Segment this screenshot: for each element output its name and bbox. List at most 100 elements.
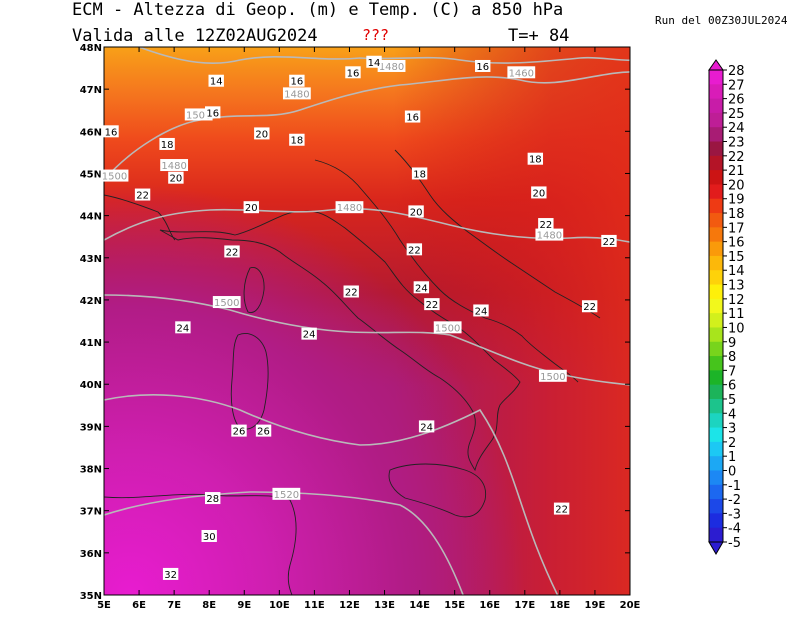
- colorbar-label: 4: [728, 407, 736, 422]
- temperature-label-box: [424, 298, 440, 311]
- colorbar-label: 20: [728, 178, 745, 193]
- temperature-label-box: [538, 218, 554, 231]
- geopotential-label: 1520: [272, 487, 301, 501]
- lat-label: 45N: [80, 169, 102, 180]
- temperature-label-text: 24: [420, 422, 433, 433]
- temperature-label: 20: [254, 127, 270, 140]
- temperature-label-box: [404, 110, 421, 123]
- temperature-label-text: 28: [206, 494, 219, 505]
- geopotential-label: 1480: [335, 201, 364, 214]
- temperature-label-box: [289, 133, 305, 146]
- temperature-label-text: 22: [555, 505, 568, 516]
- geopotential-label-box: [535, 228, 564, 241]
- geopotential-label: 1500: [538, 369, 567, 383]
- colorbar-swatch: [709, 441, 723, 457]
- colorbar-swatch: [709, 456, 723, 471]
- colorbar-swatch: [709, 127, 723, 143]
- temperature-label-text: 16: [406, 113, 419, 124]
- colorbar-swatch: [709, 213, 723, 228]
- temperature-label-box: [205, 106, 221, 119]
- temperature-label-text: 22: [603, 237, 616, 248]
- geopotential-label-text: 1500: [540, 372, 565, 383]
- colorbar-label: -4: [728, 522, 741, 537]
- temperature-label: 22: [406, 243, 423, 256]
- colorbar-label: 5: [728, 393, 736, 408]
- temperature-label-text: 16: [105, 127, 118, 138]
- colorbar-label: 24: [728, 121, 745, 136]
- temperature-label: 18: [289, 133, 305, 147]
- temperature-label: 16: [404, 110, 421, 124]
- temperature-label-box: [301, 327, 317, 340]
- geopotential-label: 1480: [377, 59, 406, 73]
- coastline-france: [104, 194, 176, 241]
- temperature-label: 16: [475, 59, 491, 73]
- colorbar-label: 18: [728, 207, 745, 222]
- valid-time: Valida alle 12Z02AUG2024: [72, 26, 318, 46]
- temperature-label-text: 30: [203, 532, 216, 543]
- geopotential-label: 1460: [507, 66, 536, 79]
- geopotential-label-text: 1520: [274, 490, 299, 501]
- colorbar-frame: [708, 69, 724, 543]
- temperature-label-text: 20: [170, 174, 183, 185]
- run-time: Run del 00Z30JUL2024: [655, 14, 788, 27]
- lon-labels: 5E 6E 7E 8E 9E 10E 11E 12E 13E 14E 15E 16E 17E 18E 19E…: [97, 600, 640, 611]
- temperature-label-box: [343, 285, 359, 298]
- colorbar-top-arrow: [708, 59, 724, 71]
- geopotential-label-box: [160, 159, 189, 172]
- colorbar-swatch: [709, 270, 723, 286]
- temperature-label-box: [231, 424, 247, 437]
- lon-label: 14E: [409, 600, 430, 611]
- colorbar-label: 0: [728, 464, 736, 479]
- chart-title: ECM - Altezza di Geop. (m) e Temp. (C) a…: [72, 0, 564, 20]
- map-area: [104, 47, 630, 595]
- colorbar-swatch: [709, 184, 723, 200]
- geopotential-label-text: 1500: [102, 172, 127, 183]
- temperature-label: 22: [538, 218, 554, 231]
- lat-label: 35N: [80, 591, 102, 602]
- geopotential-label: 1480: [282, 87, 311, 100]
- temperature-label-text: 22: [408, 245, 421, 256]
- temperature-label: 28: [205, 492, 221, 505]
- colorbar-label: 27: [728, 78, 745, 93]
- colorbar-label: 28: [728, 64, 745, 79]
- temperature-label-text: 20: [255, 129, 268, 140]
- temperature-label: 18: [159, 137, 175, 151]
- colorbar-label: 23: [728, 136, 745, 151]
- lon-label: 5E: [97, 600, 111, 611]
- colorbar-swatch: [709, 98, 723, 114]
- temperature-labels: 14 16 16 16 16 16 16 14 18 20 22 20 18 18 18 20 20 20 22 22…: [103, 55, 617, 581]
- lon-label: 6E: [132, 600, 146, 611]
- temperature-label: 22: [553, 502, 570, 516]
- colorbar-swatch: [709, 427, 723, 443]
- temperature-label: 24: [473, 304, 489, 317]
- colorbar-swatch: [709, 141, 723, 157]
- colorbar-swatch: [709, 370, 723, 386]
- temperature-label-box: [103, 125, 119, 138]
- geopotential-label-box: [433, 321, 462, 334]
- coastline-sardinia: [230, 333, 269, 430]
- temperature-label-text: 26: [257, 427, 270, 438]
- geopotential-label: 1500: [212, 296, 241, 309]
- temperature-label: 32: [162, 567, 179, 581]
- lon-label: 9E: [237, 600, 251, 611]
- colorbar-label: 11: [728, 307, 745, 322]
- temperature-label-text: 24: [303, 330, 316, 341]
- temperature-label: 22: [343, 285, 359, 298]
- colorbar-swatch: [709, 298, 723, 314]
- geopotential-label-text: 1500: [435, 323, 460, 334]
- temperature-label-box: [418, 420, 435, 433]
- geopotential-label-text: 1460: [509, 68, 534, 79]
- lon-label: 7E: [167, 600, 181, 611]
- colorbar: 2827262524232221201918171615141312111098…: [708, 59, 745, 555]
- lat-label: 47N: [80, 85, 102, 96]
- temperature-label-text: 20: [410, 207, 423, 218]
- colorbar-swatch: [709, 356, 723, 371]
- temperature-label-box: [205, 492, 221, 505]
- colorbar-swatch: [709, 327, 723, 343]
- temperature-label: 24: [413, 281, 430, 294]
- colorbar-swatch: [709, 112, 723, 128]
- temperature-label: 24: [175, 321, 191, 334]
- colorbar-swatch: [709, 84, 723, 100]
- forecast-hour: T=+ 84: [508, 26, 570, 46]
